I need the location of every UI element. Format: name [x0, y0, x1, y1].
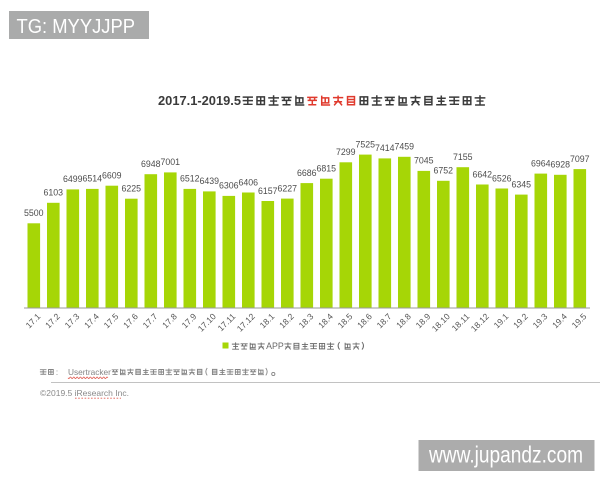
svg-text:6514: 6514	[83, 174, 103, 184]
svg-text:6928: 6928	[551, 160, 571, 170]
svg-text:6642: 6642	[473, 169, 493, 179]
svg-text:7414: 7414	[375, 143, 395, 153]
svg-text:6752: 6752	[434, 166, 454, 176]
svg-text:7459: 7459	[395, 142, 415, 152]
svg-text:6157: 6157	[258, 186, 278, 196]
svg-text:6406: 6406	[239, 177, 259, 187]
svg-text:7299: 7299	[336, 147, 356, 157]
svg-text:6225: 6225	[122, 184, 142, 194]
svg-text:APP: APP	[266, 341, 284, 351]
svg-text:7045: 7045	[414, 156, 434, 166]
svg-text:7097: 7097	[570, 154, 590, 164]
svg-text:6526: 6526	[492, 173, 512, 183]
svg-text:6512: 6512	[180, 174, 200, 184]
svg-text:6815: 6815	[317, 164, 337, 174]
svg-text:2017.1-2019.5: 2017.1-2019.5	[158, 93, 241, 108]
svg-text:6439: 6439	[200, 176, 220, 186]
svg-text:6609: 6609	[102, 171, 122, 181]
svg-text:www.jupandz.com: www.jupandz.com	[428, 442, 583, 468]
svg-text:6686: 6686	[297, 168, 317, 178]
svg-text:6227: 6227	[278, 183, 298, 193]
svg-text:7525: 7525	[356, 139, 376, 149]
svg-text:©2019.5 iResearch Inc.: ©2019.5 iResearch Inc.	[40, 388, 129, 398]
svg-text:5500: 5500	[24, 208, 44, 218]
svg-text:6964: 6964	[531, 158, 551, 168]
svg-text::: :	[56, 368, 58, 377]
svg-text:7155: 7155	[453, 152, 473, 162]
svg-text:6499: 6499	[63, 174, 83, 184]
svg-text:TG: MYYJJPP: TG: MYYJJPP	[17, 15, 136, 38]
svg-text:6306: 6306	[219, 181, 239, 191]
svg-text:Usertracker: Usertracker	[68, 367, 111, 377]
svg-text:6345: 6345	[512, 179, 532, 189]
svg-text:6948: 6948	[141, 159, 161, 169]
svg-text:6103: 6103	[44, 188, 64, 198]
svg-text:7001: 7001	[161, 157, 181, 167]
